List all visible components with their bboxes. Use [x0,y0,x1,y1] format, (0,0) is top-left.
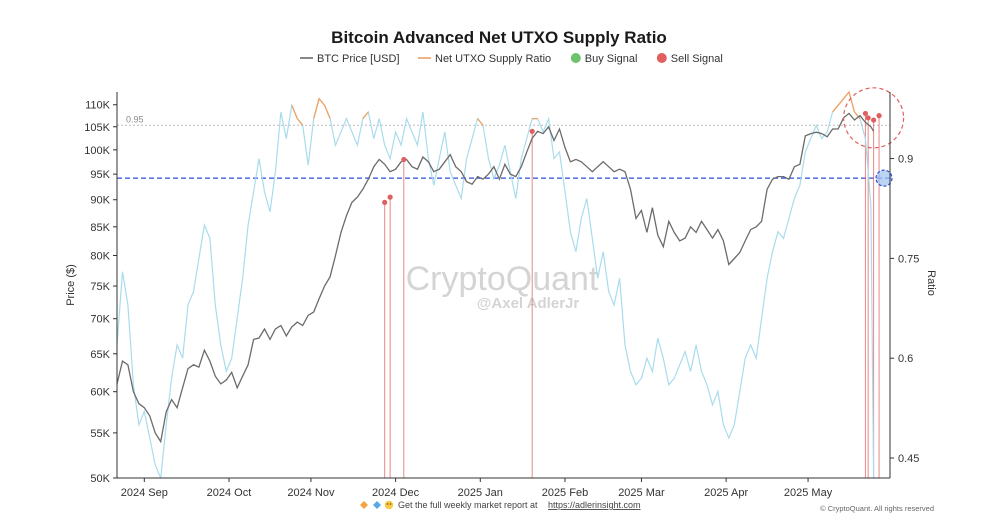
axes [116,92,891,479]
series-highlight-segment-2 [362,111,369,120]
watermark-author: @Axel AdlerJr [477,295,580,312]
sell-signal-point-2 [401,156,407,163]
y-left-tick-label-3: 95K [90,169,110,181]
sell-signal-point-1 [387,194,393,200]
sell-signal-point-3 [529,128,535,134]
series-highlight-segment-1 [313,97,331,119]
legend: BTC Price [USD] Net UTXO Supply Ratio Buy … [300,53,723,65]
y-left-tick-label-0: 110K [85,100,111,112]
y-left-tick-label-10: 60K [90,387,110,399]
y-left-tick-label-11: 55K [90,428,110,440]
legend-swatch-dot-2 [570,53,581,63]
legend-label-2: Buy Signal [585,53,638,65]
series-highlight-segment-3 [477,118,484,126]
y-left-tick-label-4: 90K [90,195,110,207]
series-highlight-segment-5 [832,90,861,120]
legend-label-0: BTC Price [USD] [317,53,400,65]
series-highlight-segment-0 [291,105,304,126]
x-tick-label-5: 2025 Feb [542,487,588,499]
chart-title: Bitcoin Advanced Net UTXO Supply Ratio [331,28,667,47]
sell-signal-point-6 [871,117,877,123]
copyright-text: © CryptoQuant. All rights reserved [820,504,934,513]
annotations [843,87,905,187]
y-right-tick-label-0: 0.9 [898,154,913,166]
signal-markers [382,110,882,205]
sell-signal-point-4 [862,110,869,117]
footer-link[interactable]: https://adlerinsight.com [548,500,641,510]
raised-hands-icon [384,500,394,510]
watermark: CryptoQuant @Axel AdlerJr [406,260,599,312]
blue-diamond-icon [373,501,381,509]
orange-diamond-icon [360,501,368,509]
y-axis-right-ticks: 0.9 0.75 0.6 0.45 [890,154,919,465]
x-tick-label-2: 2024 Nov [287,487,335,499]
y-left-tick-label-5: 85K [90,222,110,234]
footer-promo-text: Get the full weekly market report at [398,500,538,510]
y-left-tick-label-8: 70K [90,314,110,326]
x-axis-ticks: 2024 Sep 2024 Oct 2024 Nov 2024 Dec 2025 Jan… [121,478,833,499]
footer-icons [360,500,394,510]
sell-signal-point-5 [865,115,871,121]
x-tick-label-3: 2024 Dec [372,487,420,499]
x-tick-label-0: 2024 Sep [121,487,168,499]
y-left-tick-label-7: 75K [90,281,110,293]
y-right-tick-label-3: 0.45 [898,453,919,465]
y-axis-left-label: Price ($) [65,264,77,306]
x-tick-label-6: 2025 Mar [618,487,665,499]
y-axis-right-label: Ratio [925,270,937,296]
y-left-tick-label-1: 105K [84,122,110,134]
annotation-ratio-circle [875,169,893,187]
x-tick-label-1: 2024 Oct [207,487,252,499]
reference-label-0: 0.95 [126,114,144,124]
legend-label-3: Sell Signal [671,53,723,65]
series-line-btc-price [116,112,875,444]
footer: Get the full weekly market report at htt… [360,500,934,513]
legend-label-1: Net UTXO Supply Ratio [435,53,551,65]
y-right-tick-label-2: 0.6 [898,353,913,365]
reference-lines: 0.95 [117,114,890,179]
y-axis-left-ticks: 110K 105K 100K 95K 90K 85K 80K 75K 70K 65K 60K 55K 5… [84,100,117,485]
legend-swatch-dot-3 [656,53,667,63]
x-tick-label-8: 2025 May [784,487,833,499]
y-left-tick-label-6: 80K [90,250,110,262]
y-left-tick-label-12: 50K [90,473,110,485]
watermark-brand: CryptoQuant [406,260,599,298]
y-left-tick-label-9: 65K [90,349,110,361]
series-layer [116,90,875,479]
y-left-tick-label-2: 100K [84,145,110,157]
y-right-tick-label-1: 0.75 [898,253,919,265]
sell-signal-point-7 [876,113,882,119]
annotation-sell-circle [843,87,905,149]
x-tick-label-4: 2025 Jan [458,487,503,499]
sell-signal-point-0 [382,199,388,205]
x-tick-label-7: 2025 Apr [704,487,748,499]
